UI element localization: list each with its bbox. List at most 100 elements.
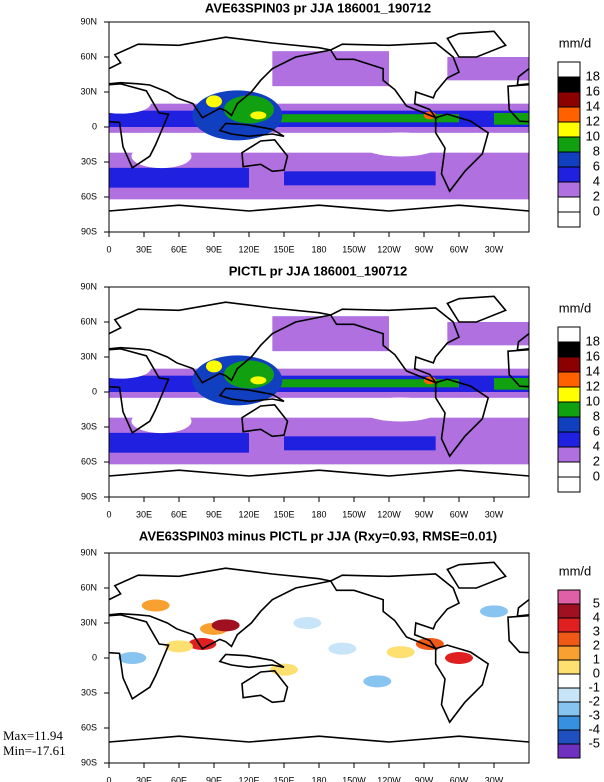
field-band — [284, 171, 436, 186]
x-tick-label: 150E — [273, 775, 294, 782]
field-blob — [224, 95, 274, 124]
x-tick-label: 60E — [171, 509, 187, 519]
x-tick-label: 60E — [171, 244, 187, 254]
x-tick-label: 30E — [136, 244, 152, 254]
x-tick-label: 150E — [273, 509, 294, 519]
colorbar-label: 16 — [586, 83, 600, 98]
colorbar-label: 14 — [586, 98, 600, 113]
x-tick-label: 120E — [238, 244, 259, 254]
colorbar-label: 10 — [586, 128, 600, 143]
field-blob — [206, 95, 222, 108]
max-stat: Max=11.94 — [3, 728, 63, 743]
coastline — [109, 614, 170, 701]
y-tick-label: 30S — [81, 156, 97, 166]
panel-title: AVE63SPIN03 minus PICTL pr JJA (Rxy=0.93… — [139, 528, 497, 543]
x-tick-label: 180 — [311, 509, 326, 519]
field-band — [272, 51, 389, 87]
colorbar-box — [557, 196, 581, 213]
field-blob — [480, 605, 508, 618]
x-tick-label: 30E — [136, 775, 152, 782]
x-tick-label: 120E — [238, 509, 259, 519]
colorbar-label: 5 — [593, 595, 600, 610]
y-tick-label: 60N — [80, 582, 97, 592]
field-band — [260, 379, 459, 388]
colorbar-label: -4 — [588, 721, 600, 736]
coastline — [109, 735, 529, 743]
coastline — [446, 295, 507, 323]
field-band — [494, 378, 529, 390]
colorbar-box — [557, 326, 581, 343]
coastline — [241, 139, 289, 173]
colorbar-label: 0 — [593, 203, 600, 218]
colorbar-box — [557, 461, 581, 478]
colorbar-label: -3 — [588, 707, 600, 722]
field-blob — [328, 642, 357, 655]
coastline — [329, 573, 461, 651]
colorbar-label: 18 — [586, 333, 600, 348]
y-tick-label: 90S — [81, 491, 97, 501]
colorbar-box — [557, 416, 581, 433]
y-tick-label: 90N — [80, 281, 97, 291]
colorbar-label: 2 — [593, 453, 600, 468]
colorbar-box — [557, 386, 581, 403]
x-tick-label: 120W — [377, 244, 401, 254]
field-blob — [250, 111, 267, 120]
coastline — [241, 404, 289, 438]
colorbar-box — [557, 211, 581, 228]
coastline — [446, 561, 507, 589]
colorbar-box — [557, 603, 581, 619]
x-tick-label: 0 — [106, 509, 111, 519]
x-tick-label: 30E — [136, 509, 152, 519]
coastline — [434, 113, 490, 193]
colorbar-units: mm/d — [559, 300, 592, 315]
coastline — [507, 83, 529, 123]
colorbar-label: -2 — [588, 693, 600, 708]
x-tick-label: 150E — [273, 244, 294, 254]
colorbar-box — [557, 91, 581, 108]
field-blob — [250, 376, 267, 385]
y-tick-label: 60S — [81, 191, 97, 201]
y-tick-label: 60S — [81, 456, 97, 466]
field-band — [260, 114, 459, 123]
x-tick-label: 0 — [106, 775, 111, 782]
x-tick-label: 30W — [485, 775, 504, 782]
coastline — [507, 348, 529, 388]
coastline — [218, 653, 285, 669]
coastline — [218, 387, 285, 403]
colorbar-label: 8 — [593, 143, 600, 158]
x-tick-label: 90W — [415, 775, 434, 782]
field-blob — [118, 652, 147, 664]
y-tick-label: 30N — [80, 617, 97, 627]
colorbar-label: -5 — [588, 735, 600, 750]
x-tick-label: 90W — [415, 244, 434, 254]
y-tick-label: 30S — [81, 421, 97, 431]
field-blob — [360, 132, 441, 157]
coastline — [241, 670, 289, 704]
colorbar-box — [557, 645, 581, 661]
coastline — [218, 122, 285, 138]
field-blob — [224, 360, 274, 389]
colorbar-units: mm/d — [559, 563, 592, 578]
coastline — [434, 378, 490, 458]
field-blob — [386, 646, 415, 659]
field-blob — [206, 360, 222, 373]
y-tick-label: 30S — [81, 687, 97, 697]
x-tick-label: 60W — [450, 509, 469, 519]
colorbar-label: 18 — [586, 68, 600, 83]
colorbar-label: 1 — [593, 651, 600, 666]
colorbar-label: 6 — [593, 158, 600, 173]
coastline — [329, 307, 461, 385]
colorbar-label: 6 — [593, 423, 600, 438]
x-tick-label: 120W — [377, 509, 401, 519]
coastline — [109, 301, 331, 384]
colorbar-label: 4 — [593, 173, 600, 188]
x-tick-label: 90E — [206, 509, 222, 519]
x-tick-label: 90E — [206, 775, 222, 782]
colorbar-box — [557, 673, 581, 689]
y-tick-label: 60S — [81, 722, 97, 732]
coastline — [109, 469, 529, 477]
field-blob — [363, 675, 392, 688]
panel-title: AVE63SPIN03 pr JJA 186001_190712 — [205, 0, 431, 15]
coastline — [446, 30, 507, 58]
coastline — [109, 348, 170, 435]
